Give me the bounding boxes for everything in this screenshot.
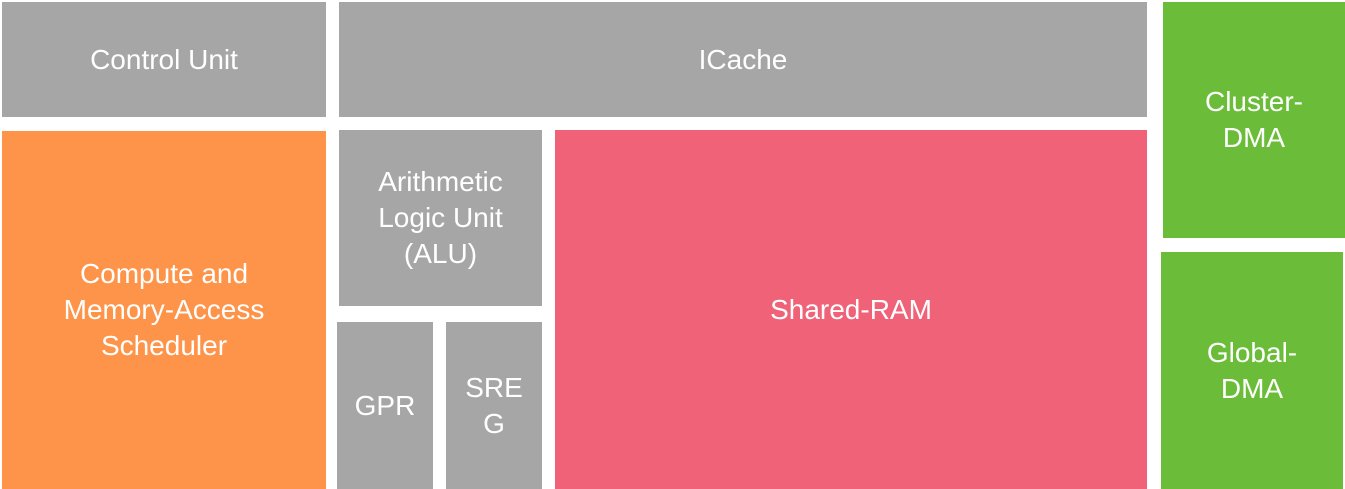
cluster-dma-block: Cluster- DMA (1163, 2, 1345, 238)
control-unit-block: Control Unit (2, 2, 326, 117)
shared-ram-block: Shared-RAM (555, 130, 1147, 489)
alu-label: Arithmetic Logic Unit (ALU) (378, 164, 503, 272)
sreg-label: SRE G (465, 370, 523, 442)
sreg-block: SRE G (446, 322, 542, 489)
icache-block: ICache (339, 2, 1147, 117)
scheduler-block: Compute and Memory-Access Scheduler (2, 131, 326, 489)
shared-ram-label: Shared-RAM (770, 292, 932, 328)
scheduler-label: Compute and Memory-Access Scheduler (64, 256, 265, 364)
global-dma-label: Global- DMA (1207, 335, 1297, 407)
global-dma-block: Global- DMA (1161, 252, 1343, 489)
gpr-block: GPR (337, 322, 433, 489)
control-unit-label: Control Unit (90, 42, 238, 78)
alu-block: Arithmetic Logic Unit (ALU) (339, 130, 542, 306)
icache-label: ICache (699, 42, 788, 78)
gpr-label: GPR (355, 388, 416, 424)
cluster-dma-label: Cluster- DMA (1205, 84, 1303, 156)
